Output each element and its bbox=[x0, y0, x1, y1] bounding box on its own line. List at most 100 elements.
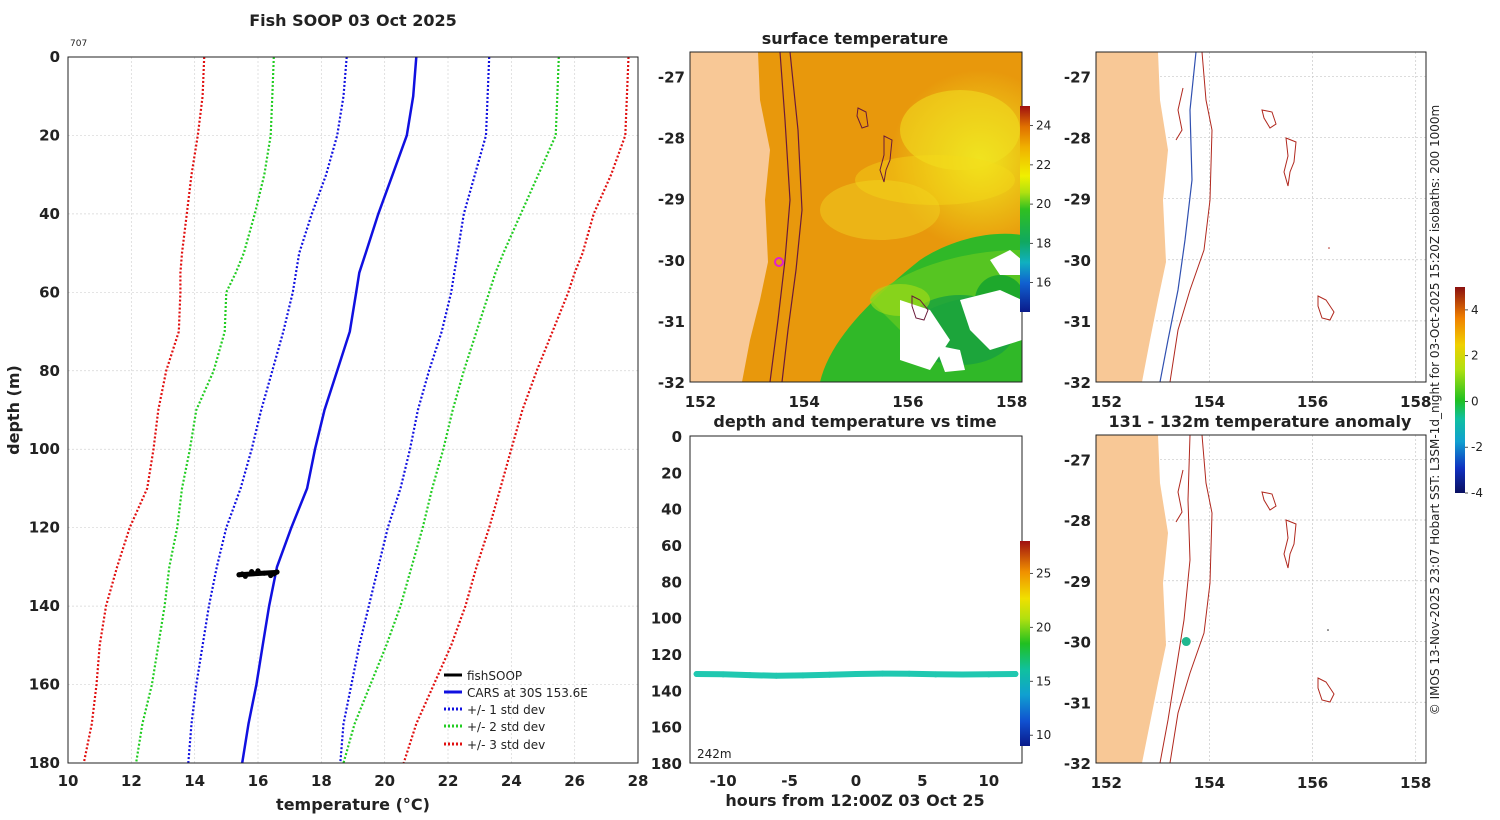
depth-time-point bbox=[720, 671, 727, 678]
map-xtick-label: 156 bbox=[1297, 393, 1328, 411]
map-xtick-label: 154 bbox=[788, 393, 819, 411]
depth-time-chart: depth and temperature vs time -10 -5 0 5 100… bbox=[651, 412, 1052, 810]
depth-time-ytick-label: 120 bbox=[651, 646, 682, 664]
profile-series-line-5 bbox=[402, 56, 630, 764]
depth-time-annotation: 242m bbox=[697, 747, 732, 761]
map-ytick-label: -27 bbox=[1064, 68, 1091, 86]
profile-xtick-label: 18 bbox=[311, 772, 332, 790]
profile-ytick-label: 40 bbox=[39, 205, 60, 223]
profile-ylabel: depth (m) bbox=[4, 365, 23, 455]
map-xtick-label: 152 bbox=[1091, 774, 1122, 792]
map-xtick-label: 152 bbox=[1091, 393, 1122, 411]
anomaly-axes-box bbox=[1095, 434, 1427, 764]
depth-time-axes-box bbox=[689, 435, 1023, 764]
anomaly-map: 131 - 132m temperature anomaly 152 154 156… bbox=[1064, 287, 1483, 792]
profile-xlabel: temperature (°C) bbox=[276, 795, 430, 814]
map-xtick-label: 158 bbox=[996, 393, 1027, 411]
profile-ytick-label: 60 bbox=[39, 283, 60, 301]
anomaly-point bbox=[1181, 637, 1191, 647]
legend-label-std2: +/- 2 std dev bbox=[467, 720, 545, 734]
depth-time-track bbox=[693, 670, 1019, 679]
depth-time-colorbar bbox=[1020, 541, 1030, 746]
map-xtick-label: 152 bbox=[685, 393, 716, 411]
depth-time-point bbox=[932, 671, 939, 678]
map-ytick-label: -29 bbox=[1064, 573, 1091, 591]
depth-time-ytick-label: 20 bbox=[661, 464, 682, 482]
depth-time-point bbox=[773, 672, 780, 679]
profile-ytick-label: 140 bbox=[29, 597, 60, 615]
map-xtick-label: 156 bbox=[892, 393, 923, 411]
map-xtick-label: 158 bbox=[1400, 774, 1431, 792]
depth-time-ytick-label: 100 bbox=[651, 610, 682, 628]
depth-time-point bbox=[693, 670, 700, 677]
map-ytick-label: -31 bbox=[658, 313, 685, 331]
colorbar-tick-label: 22 bbox=[1036, 158, 1051, 172]
map-ytick-label: -28 bbox=[1064, 512, 1091, 530]
profile-ytick-label: 80 bbox=[39, 362, 60, 380]
depth-time-xlabel: hours from 12:00Z 03 Oct 25 bbox=[725, 791, 984, 810]
map-ytick-label: -31 bbox=[1064, 313, 1091, 331]
map-ytick-label: -32 bbox=[1064, 374, 1091, 392]
map-ytick-label: -32 bbox=[658, 374, 685, 392]
depth-time-point bbox=[1012, 670, 1019, 677]
anomaly-title: 131 - 132m temperature anomaly bbox=[1109, 412, 1412, 431]
legend-label-std1: +/- 1 std dev bbox=[467, 703, 545, 717]
map-xtick-label: 158 bbox=[1400, 393, 1431, 411]
profile-xtick-label: 10 bbox=[58, 772, 79, 790]
sst-title: surface temperature bbox=[762, 29, 949, 48]
fishsoop-point bbox=[255, 568, 261, 574]
profile-title: Fish SOOP 03 Oct 2025 bbox=[249, 11, 457, 30]
profile-xtick-label: 26 bbox=[564, 772, 585, 790]
map-xtick-label: 156 bbox=[1297, 774, 1328, 792]
legend-label-fishsoop: fishSOOP bbox=[467, 669, 522, 683]
profile-xtick-label: 12 bbox=[121, 772, 142, 790]
profile-series-line-4 bbox=[135, 56, 275, 764]
depth-time-point bbox=[906, 670, 913, 677]
profile-series-line-1 bbox=[339, 56, 491, 764]
legend-label-cars: CARS at 30S 153.6E bbox=[467, 686, 588, 700]
map-ytick-label: -30 bbox=[1064, 634, 1091, 652]
depth-time-xtick-label: -10 bbox=[710, 772, 737, 790]
profile-corner-label: 707 bbox=[70, 39, 87, 49]
map-ytick-label: -28 bbox=[658, 130, 685, 148]
depth-time-ytick-label: 140 bbox=[651, 682, 682, 700]
depth-time-xtick-label: 0 bbox=[851, 772, 861, 790]
depth-time-ytick-label: 40 bbox=[661, 501, 682, 519]
depth-time-ytick-label: 0 bbox=[672, 428, 682, 446]
sst-colorbar bbox=[1020, 106, 1030, 312]
profile-series-line-6 bbox=[82, 56, 206, 764]
depth-time-point bbox=[826, 671, 833, 678]
profile-chart: Fish SOOP 03 Oct 2025 707 10 12 14 16 18 20 22… bbox=[4, 11, 648, 814]
colorbar-tick-label: 24 bbox=[1036, 119, 1051, 133]
isobath-1000m bbox=[1169, 52, 1213, 382]
fishsoop-point bbox=[271, 571, 277, 577]
colorbar-tick-label: 2 bbox=[1471, 349, 1479, 363]
colorbar-tick-label: -4 bbox=[1471, 486, 1483, 500]
isobath-map: 152 154 156 158 -27 -28 -29 -30 -31 -32 bbox=[1064, 51, 1431, 411]
fishsoop-point bbox=[261, 570, 267, 576]
fishsoop-points bbox=[236, 568, 280, 579]
colorbar-tick-label: 15 bbox=[1036, 674, 1051, 688]
depth-time-point bbox=[879, 670, 886, 677]
profile-series-line-2 bbox=[187, 56, 348, 764]
fishsoop-point bbox=[242, 573, 248, 579]
profile-series-line-0 bbox=[240, 56, 418, 764]
sst-location-marker bbox=[774, 257, 784, 267]
map-ytick-label: -29 bbox=[1064, 191, 1091, 209]
fishsoop-point bbox=[249, 568, 255, 575]
depth-time-xtick-label: 5 bbox=[917, 772, 927, 790]
depth-time-ytick-label: 80 bbox=[661, 573, 682, 591]
map-ytick-label: -27 bbox=[658, 68, 685, 86]
colorbar-tick-label: 0 bbox=[1471, 394, 1479, 408]
depth-time-ytick-label: 180 bbox=[651, 755, 682, 773]
map-xtick-label: 154 bbox=[1194, 393, 1225, 411]
profile-ytick-label: 120 bbox=[29, 519, 60, 537]
profile-ytick-label: 0 bbox=[50, 48, 60, 66]
colorbar-tick-label: 16 bbox=[1036, 276, 1051, 290]
depth-time-title: depth and temperature vs time bbox=[713, 412, 996, 431]
profile-xtick-label: 24 bbox=[501, 772, 522, 790]
colorbar-tick-label: 20 bbox=[1036, 197, 1051, 211]
depth-time-point bbox=[853, 670, 859, 677]
colorbar-tick-label: 10 bbox=[1036, 728, 1051, 742]
